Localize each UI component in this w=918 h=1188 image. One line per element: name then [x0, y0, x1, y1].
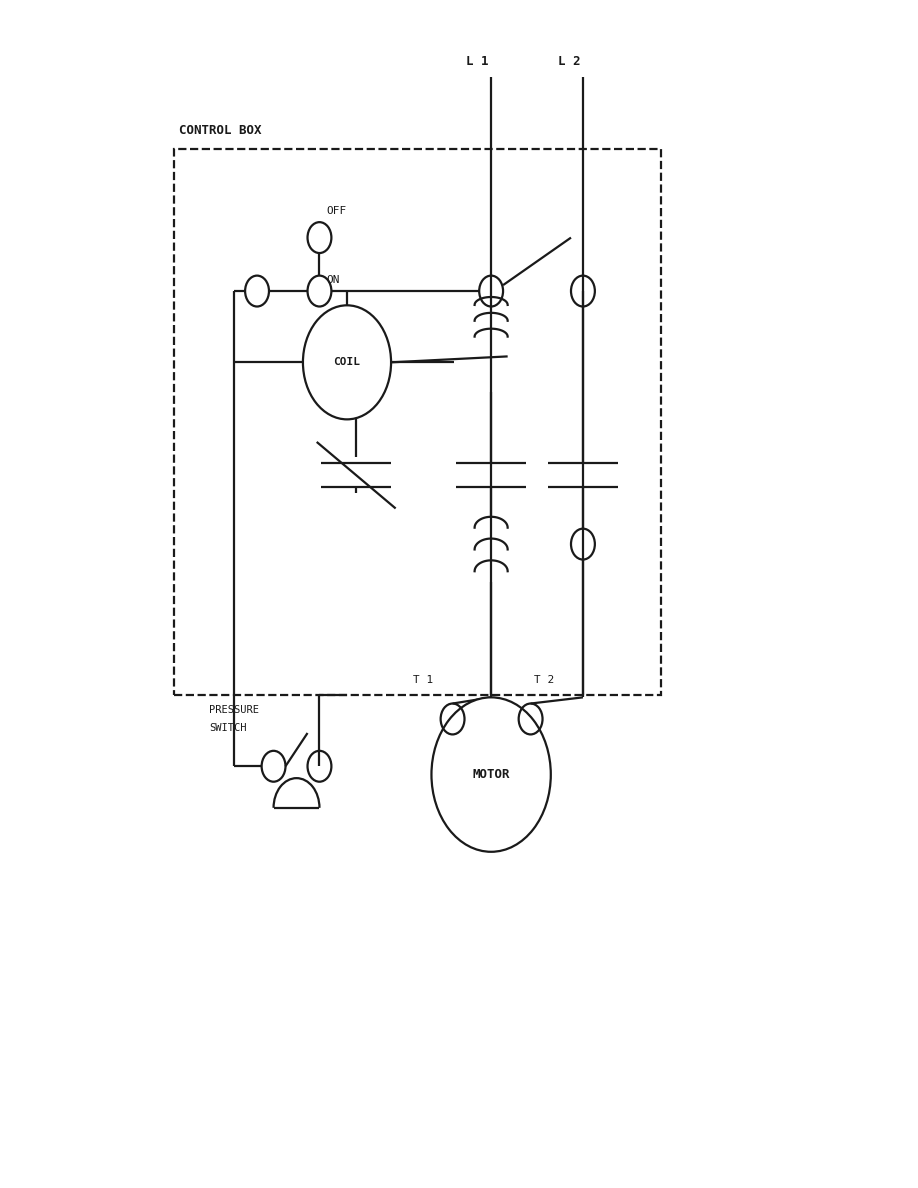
Text: COIL: COIL	[333, 358, 361, 367]
Text: T 1: T 1	[413, 675, 433, 685]
Text: PRESSURE: PRESSURE	[209, 704, 259, 715]
Text: L 2: L 2	[558, 56, 580, 69]
Text: OFF: OFF	[326, 206, 346, 216]
Text: SWITCH: SWITCH	[209, 722, 247, 733]
Text: T 2: T 2	[534, 675, 554, 685]
Text: L 1: L 1	[466, 56, 488, 69]
Text: MOTOR: MOTOR	[473, 769, 509, 781]
Bar	[174, 148, 661, 695]
Text: CONTROL BOX: CONTROL BOX	[179, 125, 262, 137]
Text: ON: ON	[326, 274, 340, 285]
Circle shape	[431, 697, 551, 852]
Circle shape	[303, 305, 391, 419]
